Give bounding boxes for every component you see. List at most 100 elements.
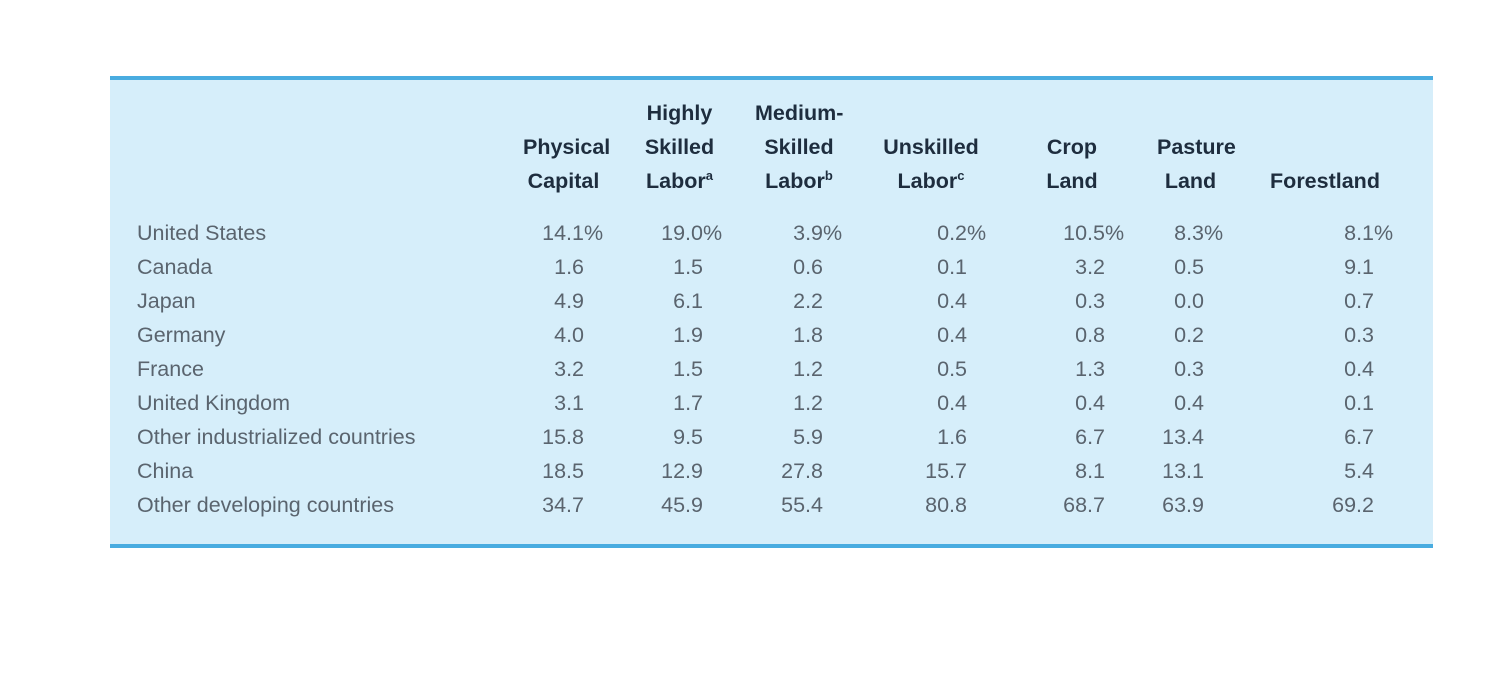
- value-cell-forestland: 9.1: [1224, 250, 1394, 284]
- value-cell-crop-land: 0.8: [987, 318, 1125, 352]
- value-cell-highly-skilled-labor: 45.9: [604, 488, 723, 522]
- value-cell-unskilled-labor: 0.5: [843, 352, 987, 386]
- value-text: 45.9: [661, 493, 703, 517]
- percent-sign: %: [1204, 221, 1224, 245]
- value-text: 14.1: [542, 221, 584, 245]
- value-text: 1.5: [673, 357, 703, 381]
- value-cell-crop-land: 10.5%: [987, 216, 1125, 250]
- value-cell-medium-skilled-labor: 2.2: [723, 284, 843, 318]
- value-text: 1.6: [554, 255, 584, 279]
- value-cell-physical-capital: 18.5: [491, 454, 604, 488]
- value-text: 12.9: [661, 459, 703, 483]
- value-text: 5.9: [793, 425, 823, 449]
- country-label: Japan: [137, 289, 196, 313]
- value-text: 69.2: [1332, 493, 1374, 517]
- value-cell-forestland: 5.4: [1224, 454, 1394, 488]
- value-text: 3.9: [793, 221, 823, 245]
- value-text: 0.4: [1174, 391, 1204, 415]
- value-text: 0.5: [1174, 255, 1204, 279]
- value-cell-forestland: 69.2: [1224, 488, 1394, 522]
- value-cell-physical-capital: 4.9: [491, 284, 604, 318]
- value-cell-medium-skilled-labor: 55.4: [723, 488, 843, 522]
- value-text: 3.2: [1075, 255, 1105, 279]
- percent-sign: %: [1105, 221, 1125, 245]
- footnote-marker-b: b: [824, 168, 833, 183]
- value-text: 6.7: [1075, 425, 1105, 449]
- resource-shares-table: Physical Capital Highly Skilled Labora Medium…: [137, 96, 1394, 522]
- value-text: 6.7: [1344, 425, 1374, 449]
- table-row: Other industrialized countries 15.8 9.5 5.9…: [137, 420, 1394, 454]
- value-cell-physical-capital: 3.2: [491, 352, 604, 386]
- value-text: 34.7: [542, 493, 584, 517]
- value-cell-forestland: 0.4: [1224, 352, 1394, 386]
- value-cell-pasture-land: 0.3: [1125, 352, 1224, 386]
- value-cell-forestland: 0.7: [1224, 284, 1394, 318]
- value-cell-physical-capital: 15.8: [491, 420, 604, 454]
- table-row: Japan 4.9 6.1 2.2 0.4 0.3 0.0 0.7: [137, 284, 1394, 318]
- country-label: Other industrialized countries: [137, 425, 416, 449]
- value-cell-crop-land: 1.3: [987, 352, 1125, 386]
- country-label: United States: [137, 221, 267, 245]
- value-text: 0.4: [1344, 357, 1374, 381]
- value-cell-unskilled-labor: 0.2%: [843, 216, 987, 250]
- value-cell-forestland: 0.1: [1224, 386, 1394, 420]
- value-text: 80.8: [925, 493, 967, 517]
- col-header-crop-land: Crop Land: [1046, 135, 1098, 193]
- value-text: 0.8: [1075, 323, 1105, 347]
- value-text: 2.2: [793, 289, 823, 313]
- value-text: 15.8: [542, 425, 584, 449]
- value-cell-medium-skilled-labor: 0.6: [723, 250, 843, 284]
- value-text: 0.3: [1344, 323, 1374, 347]
- percent-sign: %: [823, 221, 843, 245]
- value-cell-unskilled-labor: 80.8: [843, 488, 987, 522]
- value-text: 13.4: [1162, 425, 1204, 449]
- table-row: United Kingdom 3.1 1.7 1.2 0.4 0.4 0.4 0.1: [137, 386, 1394, 420]
- value-cell-unskilled-labor: 0.4: [843, 318, 987, 352]
- value-text: 27.8: [781, 459, 823, 483]
- value-cell-highly-skilled-labor: 1.9: [604, 318, 723, 352]
- value-cell-pasture-land: 13.4: [1125, 420, 1224, 454]
- footnote-marker-c: c: [957, 168, 965, 183]
- value-cell-pasture-land: 63.9: [1125, 488, 1224, 522]
- value-text: 1.3: [1075, 357, 1105, 381]
- value-cell-physical-capital: 14.1%: [491, 216, 604, 250]
- value-cell-forestland: 8.1%: [1224, 216, 1394, 250]
- value-text: 0.7: [1344, 289, 1374, 313]
- col-header-forestland: Forestland: [1270, 169, 1380, 193]
- value-cell-crop-land: 0.3: [987, 284, 1125, 318]
- value-cell-physical-capital: 3.1: [491, 386, 604, 420]
- value-cell-medium-skilled-labor: 27.8: [723, 454, 843, 488]
- value-text: 0.4: [1075, 391, 1105, 415]
- value-text: 0.3: [1075, 289, 1105, 313]
- value-cell-medium-skilled-labor: 5.9: [723, 420, 843, 454]
- value-cell-pasture-land: 0.2: [1125, 318, 1224, 352]
- table-row: Other developing countries 34.7 45.9 55.4 80…: [137, 488, 1394, 522]
- value-cell-highly-skilled-labor: 19.0%: [604, 216, 723, 250]
- resource-shares-table-card: Physical Capital Highly Skilled Labora Medium…: [110, 76, 1433, 548]
- value-cell-medium-skilled-labor: 3.9%: [723, 216, 843, 250]
- value-text: 6.1: [673, 289, 703, 313]
- value-cell-highly-skilled-labor: 6.1: [604, 284, 723, 318]
- country-label: France: [137, 357, 204, 381]
- percent-sign: %: [967, 221, 987, 245]
- value-text: 8.3: [1174, 221, 1204, 245]
- value-cell-pasture-land: 8.3%: [1125, 216, 1224, 250]
- value-text: 0.2: [937, 221, 967, 245]
- value-cell-crop-land: 0.4: [987, 386, 1125, 420]
- value-text: 4.9: [554, 289, 584, 313]
- header-row: Physical Capital Highly Skilled Labora Medium…: [137, 96, 1394, 216]
- country-label: Canada: [137, 255, 213, 279]
- value-text: 9.5: [673, 425, 703, 449]
- value-text: 0.3: [1174, 357, 1204, 381]
- table-row: France 3.2 1.5 1.2 0.5 1.3 0.3 0.4: [137, 352, 1394, 386]
- value-text: 5.4: [1344, 459, 1374, 483]
- value-cell-highly-skilled-labor: 9.5: [604, 420, 723, 454]
- table-header: Physical Capital Highly Skilled Labora Medium…: [137, 96, 1394, 216]
- value-text: 3.2: [554, 357, 584, 381]
- value-cell-physical-capital: 4.0: [491, 318, 604, 352]
- value-cell-pasture-land: 13.1: [1125, 454, 1224, 488]
- col-header-country: [137, 96, 491, 216]
- value-text: 0.0: [1174, 289, 1204, 313]
- value-cell-forestland: 6.7: [1224, 420, 1394, 454]
